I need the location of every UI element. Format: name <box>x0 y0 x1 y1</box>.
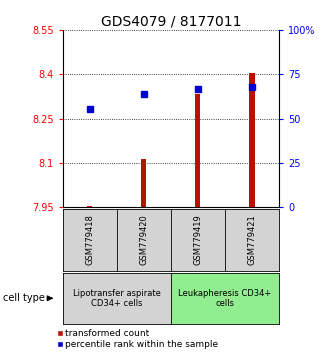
Text: cell type: cell type <box>3 293 45 303</box>
Text: GSM779418: GSM779418 <box>85 215 94 265</box>
Bar <box>195 95 201 207</box>
Text: GSM779421: GSM779421 <box>247 215 256 265</box>
Bar <box>87 206 92 207</box>
Text: Lipotransfer aspirate
CD34+ cells: Lipotransfer aspirate CD34+ cells <box>73 289 161 308</box>
Bar <box>141 159 147 207</box>
Text: GSM779420: GSM779420 <box>139 215 148 265</box>
Legend: transformed count, percentile rank within the sample: transformed count, percentile rank withi… <box>57 329 218 349</box>
Text: GSM779419: GSM779419 <box>193 215 202 265</box>
Title: GDS4079 / 8177011: GDS4079 / 8177011 <box>101 15 241 29</box>
Bar <box>249 73 254 207</box>
Text: Leukapheresis CD34+
cells: Leukapheresis CD34+ cells <box>178 289 272 308</box>
